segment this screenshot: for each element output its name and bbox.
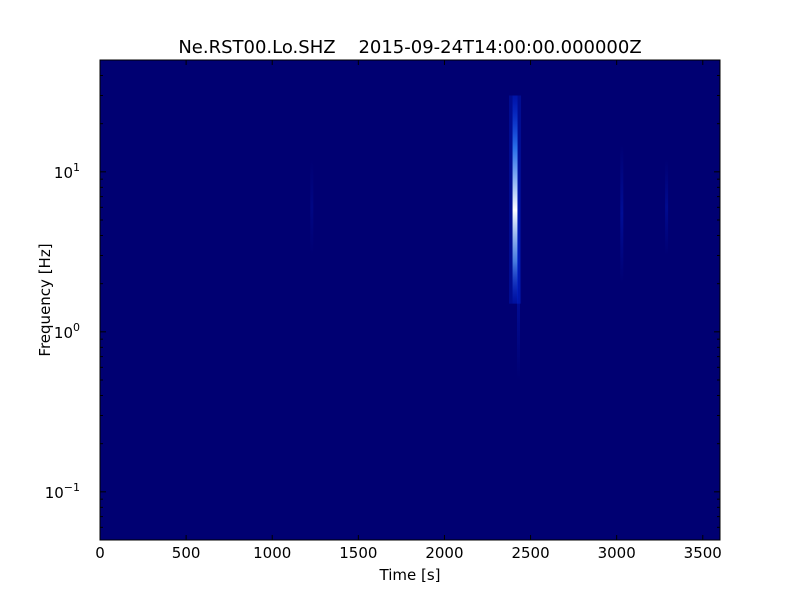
- plot-background: [100, 60, 720, 540]
- weak-streak: [665, 159, 669, 256]
- x-tick-label: 3500: [684, 544, 722, 562]
- x-tick-label: 2500: [511, 544, 549, 562]
- x-tick-label: 2000: [425, 544, 463, 562]
- chart-title: Ne.RST00.Lo.SHZ 2015-09-24T14:00:00.0000…: [178, 37, 641, 58]
- y-tick-label: 10−1: [45, 481, 80, 502]
- weak-streak: [620, 143, 624, 284]
- x-tick-label: 500: [172, 544, 201, 562]
- y-tick-label: 101: [54, 161, 80, 182]
- y-axis-label: Frequency [Hz]: [36, 243, 54, 356]
- x-axis: 0 500 1000 1500 2000 2500 3000 3500: [95, 60, 722, 562]
- event-streak: [512, 95, 518, 304]
- x-tick-label: 3000: [598, 544, 636, 562]
- weak-streak: [517, 143, 520, 380]
- plot-frame: [99, 59, 721, 541]
- spectrogram-features: [310, 95, 669, 380]
- y-tick-label: 100: [54, 321, 80, 342]
- x-tick-label: 1000: [253, 544, 291, 562]
- y-axis: 10−1 100 101: [45, 59, 720, 541]
- x-axis-label: Time [s]: [379, 566, 441, 584]
- x-tick-label: 1500: [339, 544, 377, 562]
- x-tick-label: 0: [95, 544, 105, 562]
- weak-streak: [310, 159, 314, 256]
